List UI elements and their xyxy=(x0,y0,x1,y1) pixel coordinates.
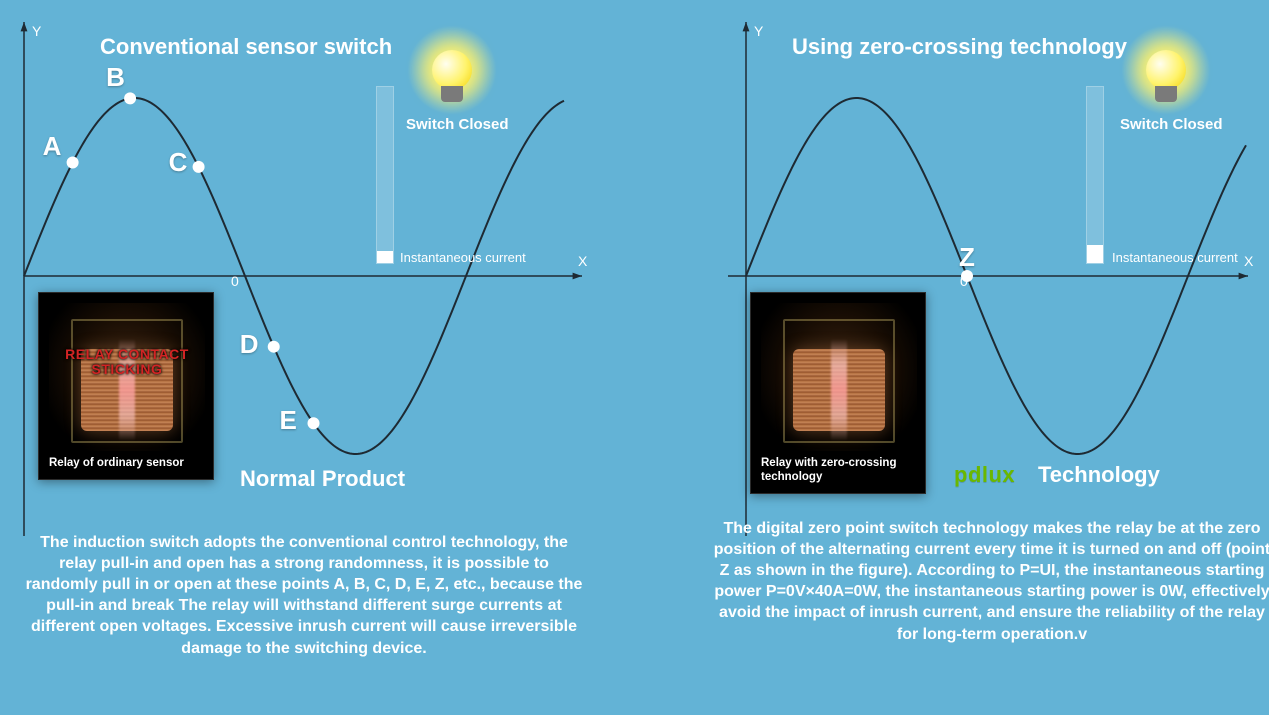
current-bar-left xyxy=(376,86,394,264)
sine-point-D xyxy=(268,341,280,353)
sine-point-A xyxy=(67,157,79,169)
description-left: The induction switch adopts the conventi… xyxy=(24,532,584,659)
svg-text:0: 0 xyxy=(231,273,239,289)
panel-zero-crossing: Using zero-crossing technology XY0 Switc… xyxy=(650,0,1269,715)
sine-point-C xyxy=(193,161,205,173)
svg-text:Y: Y xyxy=(32,23,42,39)
point-label-B: B xyxy=(106,62,125,93)
bulb-caption-left: Switch Closed xyxy=(406,116,509,133)
point-label-D: D xyxy=(240,329,259,360)
relay-card-right: Relay with zero-crossing technology xyxy=(750,292,926,494)
relay-image-left: RELAY CONTACTSTICKING xyxy=(49,303,205,451)
point-label-A: A xyxy=(43,131,62,162)
relay-caption-left: Relay of ordinary sensor xyxy=(49,457,203,471)
svg-text:X: X xyxy=(578,253,588,269)
product-label-left: Normal Product xyxy=(240,466,405,492)
panel-conventional: Conventional sensor switch XY0 Switch Cl… xyxy=(6,0,626,715)
description-right: The digital zero point switch technology… xyxy=(712,518,1269,645)
bar-caption-left: Instantaneous current xyxy=(400,250,526,265)
point-label-E: E xyxy=(280,405,297,436)
relay-overlay-text: RELAY CONTACTSTICKING xyxy=(49,347,205,378)
relay-caption-right: Relay with zero-crossing technology xyxy=(761,457,915,485)
point-label-Z: Z xyxy=(959,242,975,273)
bulb-caption-right: Switch Closed xyxy=(1120,116,1223,133)
sine-point-B xyxy=(124,92,136,104)
bar-caption-right: Instantaneous current xyxy=(1112,250,1238,265)
relay-card-left: RELAY CONTACTSTICKING Relay of ordinary … xyxy=(38,292,214,480)
relay-image-right xyxy=(761,303,917,451)
sine-point-E xyxy=(308,417,320,429)
point-label-C: C xyxy=(169,147,188,178)
svg-text:X: X xyxy=(1244,253,1254,269)
svg-text:Y: Y xyxy=(754,23,764,39)
brand-pdlux: pdlux xyxy=(954,462,1015,488)
current-bar-right xyxy=(1086,86,1104,264)
product-label-right: Technology xyxy=(1038,462,1160,488)
